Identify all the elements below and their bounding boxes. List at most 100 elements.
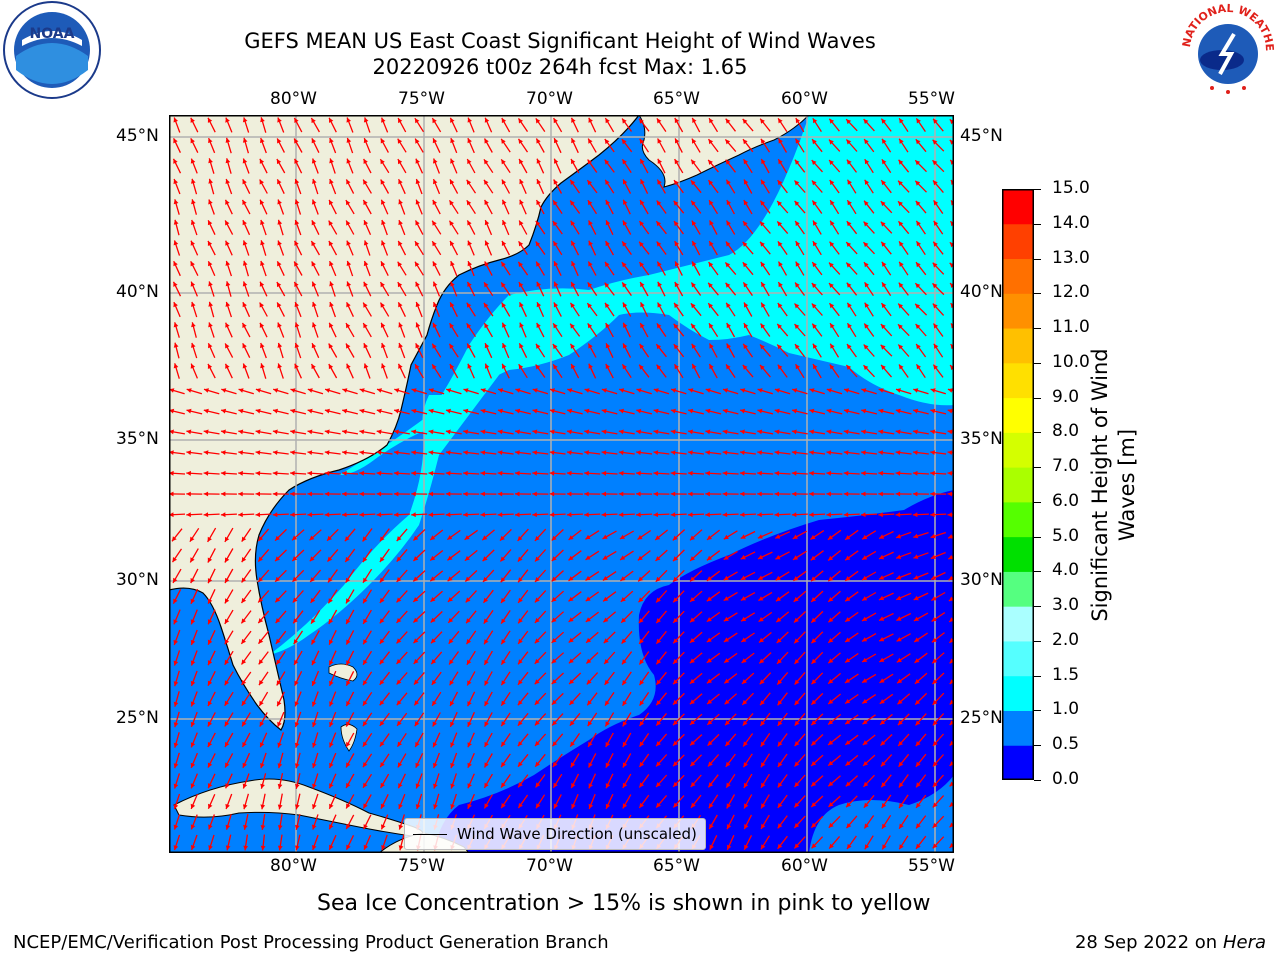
wind-wave-arrowhead [675,261,680,267]
wind-wave-arrowhead [604,139,610,145]
wind-wave-arrowhead [601,491,606,497]
wind-wave-arrowhead [276,659,281,665]
wind-wave-arrowhead [811,781,817,787]
wind-wave-arrowhead [829,283,834,288]
wind-wave-arrowhead [673,617,679,623]
wind-wave-arrowhead [259,742,265,748]
wind-wave-arrowhead [878,408,884,414]
wind-wave-arrowhead [467,117,472,123]
wind-wave-arrowhead [811,180,817,186]
wind-wave-arrowhead [723,616,729,622]
wind-wave-arrowhead [673,699,678,705]
wind-wave-arrowhead [791,429,797,435]
wind-wave-arrowhead [639,262,644,267]
wind-wave-arrowhead [309,556,315,562]
wind-wave-arrowhead [777,843,783,849]
wind-wave-arrowhead [433,804,438,810]
wind-wave-arrowhead [480,450,486,455]
wind-wave-arrowhead [431,638,436,644]
wind-wave-arrowhead [464,555,470,561]
map-legend: Wind Wave Direction (unscaled) [404,818,706,850]
wind-wave-arrowhead [309,535,315,541]
wind-wave-arrowhead [329,803,334,809]
wind-wave-arrowhead [363,782,368,788]
wind-wave-arrowhead [794,720,800,726]
wind-wave-arrowhead [450,138,455,144]
wind-wave-arrowhead [691,220,697,226]
colorbar-cell [1002,328,1034,364]
wind-wave-arrowhead [393,491,399,497]
wind-wave-arrowhead [826,450,832,455]
wind-wave-arrowhead [186,491,191,497]
wind-wave-arrowhead [879,616,885,621]
wind-wave-arrowhead [933,343,939,349]
wind-wave-arrowhead [777,658,782,664]
wind-wave-arrowhead [620,555,626,560]
wind-wave-arrowhead [706,678,712,684]
wind-wave-arrowhead [518,282,524,288]
wind-wave-arrowhead [329,680,334,686]
wind-wave-arrowhead [757,491,762,497]
wind-wave-arrowhead [777,720,783,726]
wind-wave-arrowhead [311,660,317,666]
wind-wave-arrowhead [570,220,576,226]
wind-wave-arrowhead [879,657,885,662]
wind-wave-arrowhead [603,596,609,602]
wind-wave-arrowhead [895,512,901,518]
wind-wave-arrowhead [411,388,417,393]
wind-wave-arrowhead [449,323,454,329]
wind-wave-arrowhead [277,363,282,369]
wind-wave-arrowhead [294,680,299,686]
wind-wave-arrowhead [915,283,921,289]
wind-wave-arrowhead [739,470,745,476]
wind-wave-arrowhead [221,388,227,393]
wind-wave-arrowhead [346,220,351,226]
lon-label-bottom-70w: 70°W [526,856,573,876]
wind-wave-arrowhead [324,429,330,435]
wind-wave-arrowhead [258,577,263,582]
wind-wave-arrowhead [502,199,507,205]
wind-wave-arrowhead [191,342,196,348]
wind-wave-arrowhead [622,159,627,165]
wind-wave-arrowhead [845,555,851,561]
wind-wave-arrowhead [362,557,368,563]
wind-wave-arrowhead [553,261,559,267]
wind-wave-arrowhead [708,303,713,309]
wind-wave-arrowhead [428,450,434,455]
wind-wave-arrowhead [828,678,834,684]
wind-wave-arrowhead [741,616,747,622]
wind-wave-arrowhead [690,535,695,541]
wind-wave-arrowhead [447,555,453,561]
wind-wave-arrowhead [601,429,607,435]
wind-wave-arrowhead [346,281,352,287]
wind-wave-arrowhead [898,282,904,288]
wind-wave-arrowhead [879,595,885,601]
wind-wave-arrowhead [795,282,800,288]
wind-wave-arrowhead [484,117,490,123]
wind-wave-arrowhead [255,408,261,414]
wind-wave-arrowhead [415,138,420,144]
wind-wave-arrowhead [916,802,921,808]
wind-wave-arrowhead [863,242,869,248]
wind-wave-arrowhead [328,240,334,246]
wind-wave-arrowhead [466,179,472,185]
wind-wave-arrowhead [241,557,247,563]
wind-wave-arrowhead [467,343,472,349]
wind-wave-arrowhead [623,179,628,185]
wind-wave-arrowhead [896,595,902,601]
wind-wave-arrowhead [515,450,520,455]
wind-wave-arrowhead [828,576,834,582]
wind-wave-arrowhead [722,408,728,414]
wind-wave-arrowhead [778,118,783,124]
wind-wave-arrowhead [760,741,766,747]
wind-wave-arrowhead [346,302,351,308]
wind-wave-arrowhead [636,512,641,518]
wind-wave-arrowhead [307,388,313,393]
wind-wave-arrowhead [207,639,213,645]
wind-wave-arrowhead [811,761,817,766]
wind-wave-arrowhead [415,241,420,247]
wind-wave-arrowhead [396,536,402,542]
wind-wave-arrowhead [413,597,419,602]
wind-wave-arrowhead [899,823,904,829]
wind-wave-arrowhead [726,824,732,830]
